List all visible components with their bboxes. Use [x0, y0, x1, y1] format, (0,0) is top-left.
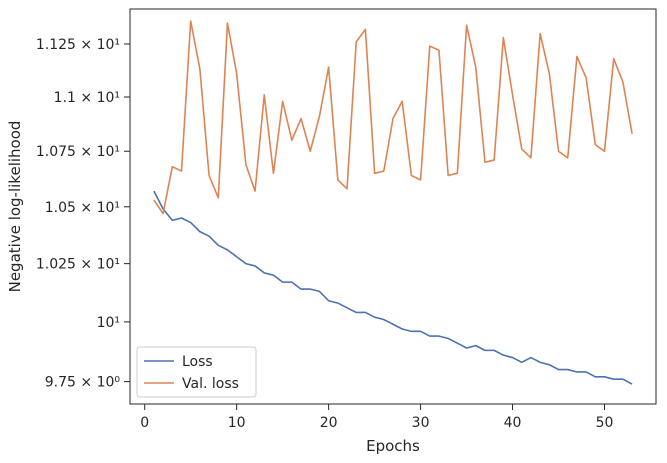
series-line-1 — [153, 20, 633, 215]
series-line-0 — [153, 190, 633, 385]
x-tick-label: 30 — [412, 415, 430, 431]
y-tick-label: 10¹ — [97, 315, 120, 331]
y-tick-label: 1.075 × 10¹ — [36, 144, 120, 160]
x-tick-label: 20 — [320, 415, 338, 431]
y-tick-label: 1.05 × 10¹ — [45, 200, 120, 216]
x-axis-label: Epochs — [366, 437, 420, 455]
y-axis-label: Negative log-likelihood — [6, 121, 24, 293]
x-tick-label: 0 — [140, 415, 149, 431]
legend-label: Loss — [182, 354, 213, 370]
x-axis-ticks: 0 10 20 30 40 50 — [140, 404, 613, 431]
x-tick-label: 10 — [228, 415, 246, 431]
legend-box — [136, 346, 257, 398]
y-tick-label: 9.75 × 10⁰ — [45, 375, 121, 391]
y-tick-label: 1.1 × 10¹ — [54, 90, 120, 106]
legend: Loss Val. loss — [136, 346, 257, 398]
y-tick-label: 1.025 × 10¹ — [36, 257, 120, 273]
y-tick-label: 1.125 × 10¹ — [36, 37, 120, 53]
x-tick-label: 40 — [504, 415, 522, 431]
y-axis-ticks: 9.75 × 10⁰ 10¹ 1.025 × 10¹ 1.05 × 10¹ 1.075 … — [36, 37, 130, 391]
x-tick-label: 50 — [596, 415, 614, 431]
legend-label: Val. loss — [182, 376, 239, 392]
